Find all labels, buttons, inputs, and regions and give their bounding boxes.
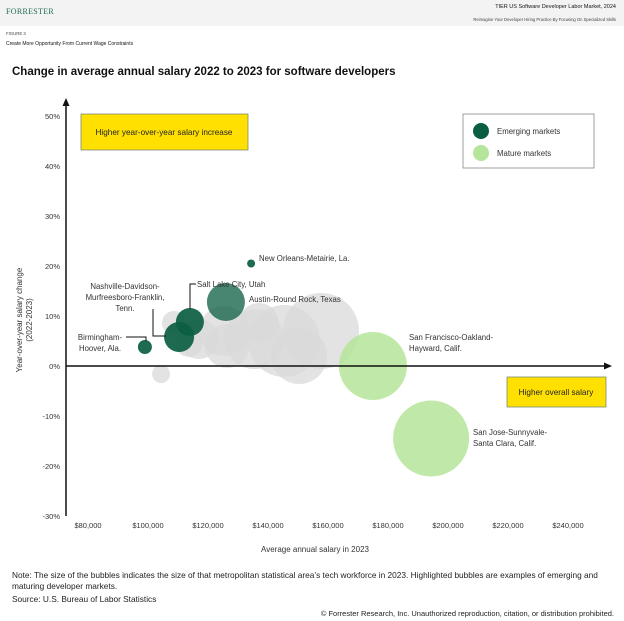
legend-emerging-label: Emerging markets — [497, 127, 560, 136]
label-birmingham: Birmingham- — [78, 333, 123, 342]
callout-higher-yoy-increase-text: Higher year-over-year salary increase — [96, 128, 233, 137]
y-tick-label: 30% — [45, 212, 60, 221]
x-tick-label: $100,000 — [132, 521, 163, 530]
legend-emerging-swatch-icon — [473, 123, 489, 139]
report-subtitle: Reimagine Your Developer Hiring Practice… — [473, 17, 616, 22]
label-san-francisco: Hayward, Calif. — [409, 344, 462, 353]
y-tick-label: -20% — [42, 462, 60, 471]
label-austin: Austin-Round Rock, Texas — [249, 295, 341, 304]
report-title: TIER US Software Developer Labor Market,… — [495, 4, 616, 10]
figure-title: Create More Opportunity From Current Wag… — [6, 41, 134, 47]
y-tick-label: 20% — [45, 262, 60, 271]
report-header: FORRESTER TIER US Software Developer Lab… — [0, 0, 624, 26]
label-nashville: Murfreesboro-Franklin, — [86, 293, 165, 302]
chart-source: Source: U.S. Bureau of Labor Statistics — [12, 594, 157, 604]
x-tick-label: $240,000 — [552, 521, 583, 530]
x-tick-label: $160,000 — [312, 521, 343, 530]
y-tick-label: -30% — [42, 512, 60, 521]
emerging-market-bubble — [206, 283, 245, 321]
y-tick-label: -10% — [42, 412, 60, 421]
x-axis-arrow-icon — [604, 362, 612, 370]
y-axis-arrow-icon — [62, 98, 70, 106]
x-tick-label: $80,000 — [74, 521, 101, 530]
figure-label: FIGURE 3 — [6, 31, 26, 36]
label-nashville: Nashville-Davidson- — [90, 282, 160, 291]
x-tick-label: $220,000 — [492, 521, 523, 530]
other-market-bubble — [152, 365, 171, 383]
emerging-market-bubble — [164, 322, 195, 352]
x-tick-label: $180,000 — [372, 521, 403, 530]
callout-higher-overall-salary — [506, 376, 607, 408]
x-tick-label: $140,000 — [252, 521, 283, 530]
forrester-logo: FORRESTER — [6, 7, 55, 16]
leader-line-nashville — [152, 309, 166, 337]
legend-mature-swatch-icon — [473, 145, 489, 161]
leader-line-salt-lake — [189, 283, 196, 309]
label-birmingham: Hoover, Ala. — [79, 344, 121, 353]
label-new-orleans: New Orleans-Metairie, La. — [259, 254, 350, 263]
other-market-bubble — [283, 293, 359, 369]
y-axis-label: Year-over-year salary change(2022-2023) — [15, 267, 34, 372]
label-san-jose: Santa Clara, Calif. — [473, 439, 536, 448]
callout-higher-overall-salary-text: Higher overall salary — [519, 388, 595, 397]
y-tick-label: 50% — [45, 112, 60, 121]
label-salt-lake-city: Salt Lake City, Utah — [197, 280, 265, 289]
leader-line-birmingham — [126, 336, 147, 341]
x-tick-label: $200,000 — [432, 521, 463, 530]
callout-higher-yoy-increase — [80, 113, 249, 151]
mature-market-bubble — [393, 400, 470, 477]
emerging-market-bubble — [137, 340, 152, 354]
chart-note: Note: The size of the bubbles indicates … — [12, 570, 598, 591]
x-tick-label: $120,000 — [192, 521, 223, 530]
y-tick-label: 10% — [45, 312, 60, 321]
x-axis-label: Average annual salary in 2023 — [261, 545, 369, 554]
copyright: © Forrester Research, Inc. Unauthorized … — [320, 609, 614, 618]
emerging-market-bubble — [247, 259, 256, 268]
label-san-jose: San Jose-Sunnyvale- — [473, 428, 548, 437]
y-tick-label: 0% — [49, 362, 60, 371]
label-san-francisco: San Francisco-Oakland- — [409, 333, 493, 342]
chart-title: Change in average annual salary 2022 to … — [12, 66, 396, 78]
legend-mature-label: Mature markets — [497, 149, 551, 158]
y-tick-label: 40% — [45, 162, 60, 171]
label-nashville: Tenn. — [115, 304, 134, 313]
